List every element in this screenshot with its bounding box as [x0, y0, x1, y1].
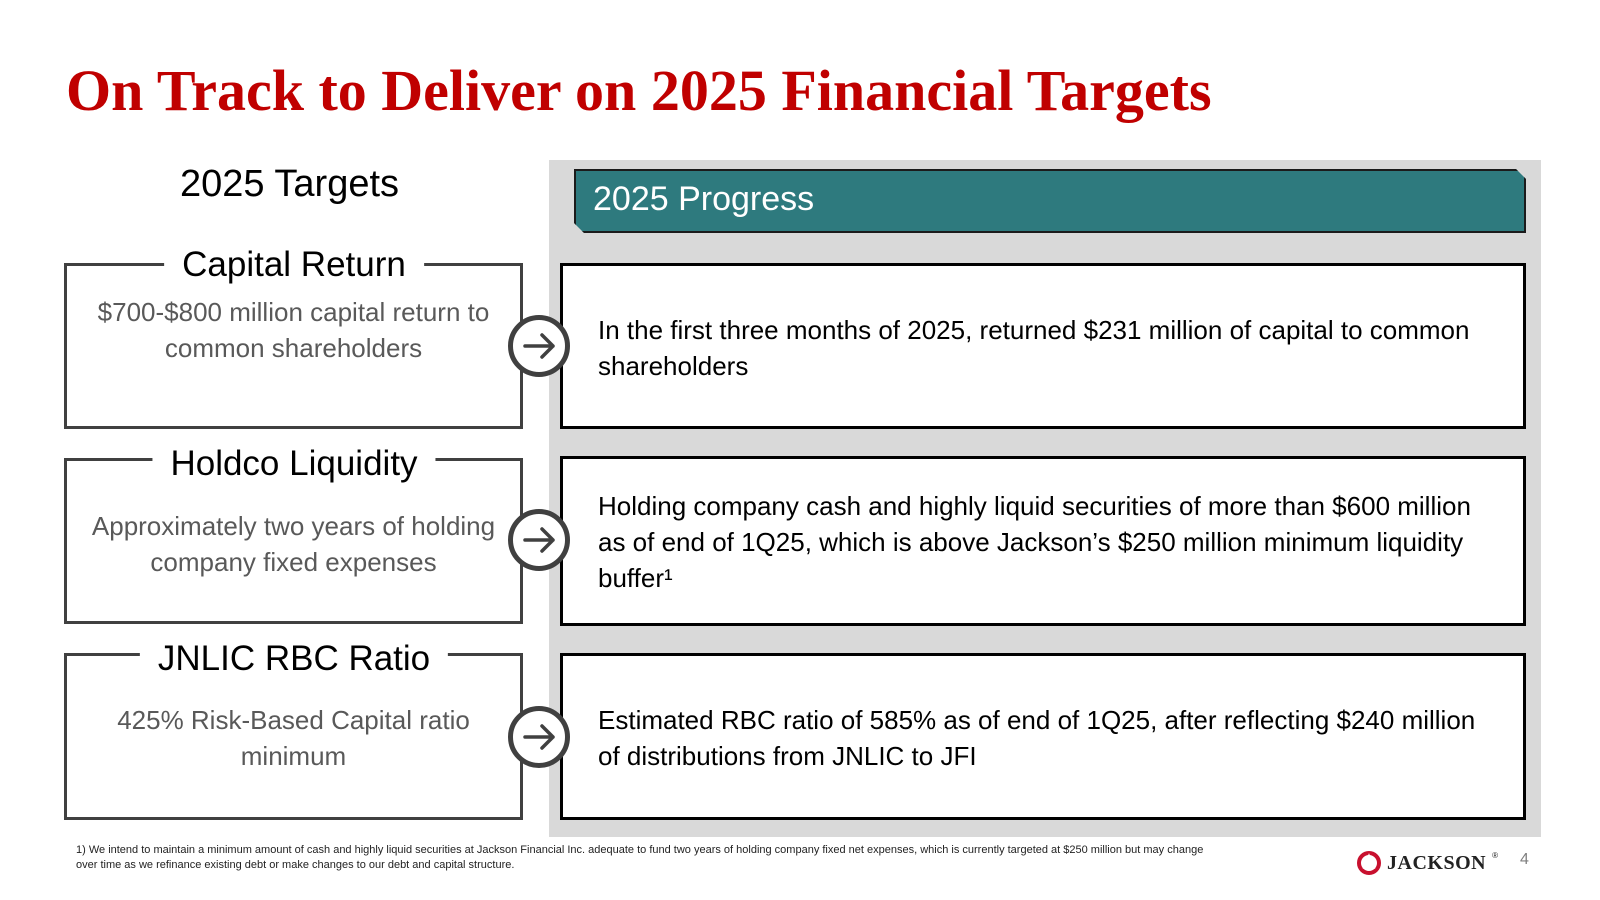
- jackson-logo-mark-icon: [1357, 851, 1381, 875]
- progress-heading: 2025 Progress: [593, 180, 815, 218]
- target-desc: $700-$800 million capital return to comm…: [97, 297, 490, 363]
- progress-box: [560, 263, 1526, 429]
- arrow-right-icon: [508, 706, 570, 768]
- target-desc: Approximately two years of holding compa…: [91, 511, 496, 577]
- targets-heading: 2025 Targets: [180, 163, 400, 205]
- target-box-holdco-liquidity: [64, 458, 523, 624]
- progress-box: [560, 653, 1526, 820]
- target-label: JNLIC RBC Ratio: [139, 641, 449, 676]
- target-label: Capital Return: [164, 247, 424, 282]
- jackson-logo: JACKSON ®: [1357, 851, 1498, 875]
- progress-text: Holding company cash and highly liquid s…: [598, 491, 1471, 593]
- logo-text: JACKSON: [1387, 852, 1487, 874]
- progress-banner: [574, 169, 1526, 233]
- logo-registered-mark: ®: [1492, 851, 1498, 860]
- target-box-capital-return: [64, 263, 523, 429]
- progress-text: In the first three months of 2025, retur…: [598, 315, 1470, 381]
- target-label: Holdco Liquidity: [152, 446, 436, 481]
- slide-title: On Track to Deliver on 2025 Financial Ta…: [66, 58, 1212, 123]
- arrow-right-icon: [508, 315, 570, 377]
- arrow-right-icon: [508, 509, 570, 571]
- target-desc: 425% Risk-Based Capital ratio minimum: [117, 705, 470, 771]
- page-number: 4: [1520, 851, 1529, 868]
- progress-text: Estimated RBC ratio of 585% as of end of…: [598, 705, 1476, 771]
- target-box-rbc-ratio: [64, 653, 523, 820]
- footnote: 1) We intend to maintain a minimum amoun…: [76, 844, 1204, 871]
